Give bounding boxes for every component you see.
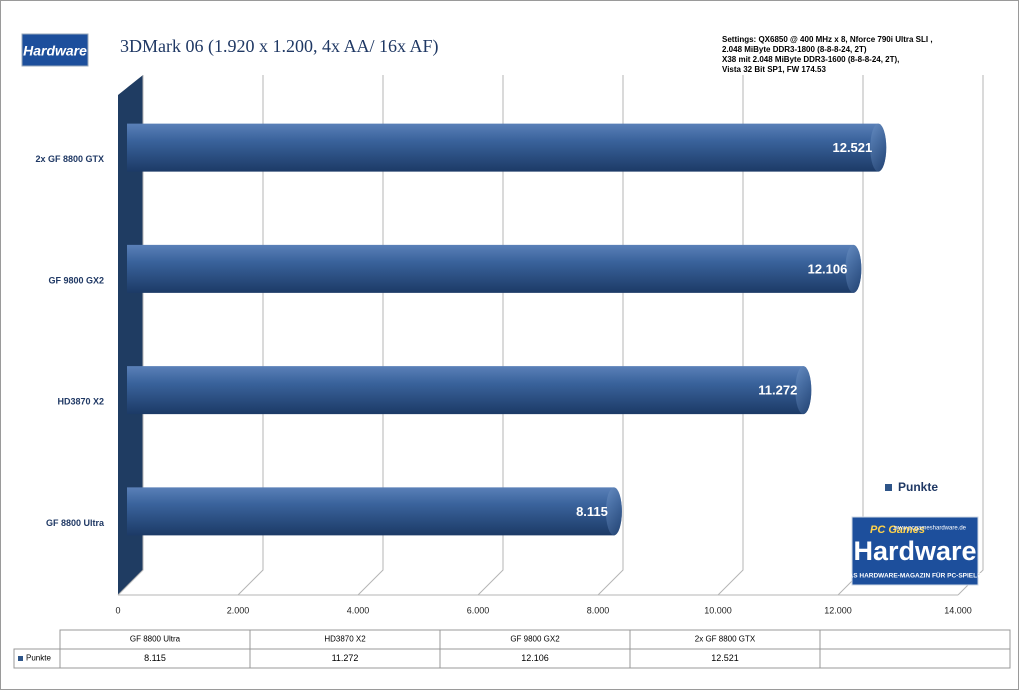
value-label: 12.521 bbox=[832, 140, 872, 155]
x-tick-label: 6.000 bbox=[467, 605, 490, 615]
logo-small bbox=[21, 33, 89, 67]
back-wall bbox=[118, 75, 143, 595]
y-tick-label: 2x GF 8800 GTX bbox=[35, 154, 104, 164]
bar-cap bbox=[795, 366, 812, 415]
logo-brand: PC Games bbox=[870, 524, 925, 536]
table-swatch bbox=[18, 656, 23, 661]
table-header: GF 8800 Ultra bbox=[130, 635, 181, 644]
value-label: 11.272 bbox=[758, 383, 797, 398]
value-label: 12.106 bbox=[808, 261, 848, 276]
table-grid bbox=[13, 648, 1011, 669]
logo-name: Hardware bbox=[853, 536, 976, 566]
bar bbox=[127, 366, 812, 415]
logo-url: www.pcgameshardware.de bbox=[893, 526, 967, 532]
bar bbox=[127, 123, 887, 172]
x-tick-label: 14.000 bbox=[944, 605, 972, 615]
table-header: HD3870 X2 bbox=[324, 635, 366, 644]
legend-swatch bbox=[885, 484, 892, 491]
x-tick-label: 2.000 bbox=[227, 605, 250, 615]
grid-line bbox=[237, 75, 264, 596]
bar bbox=[127, 244, 862, 293]
table-cell: 11.272 bbox=[332, 653, 359, 663]
table-cell: 12.106 bbox=[521, 653, 549, 663]
x-tick-label: 0 bbox=[115, 605, 120, 615]
y-tick-label: HD3870 X2 bbox=[57, 397, 104, 407]
annotation: 2.048 MiByte DDR3-1800 (8-8-8-24, 2T) bbox=[722, 45, 867, 54]
bar bbox=[127, 487, 622, 536]
grid-line bbox=[717, 75, 744, 596]
x-tick-label: 4.000 bbox=[347, 605, 370, 615]
annotation: Vista 32 Bit SP1, FW 174.53 bbox=[722, 65, 826, 74]
y-tick-label: GF 9800 GX2 bbox=[48, 275, 104, 285]
grid-line bbox=[957, 75, 984, 596]
chart-title: 3DMark 06 (1.920 x 1.200, 4x AA/ 16x AF) bbox=[120, 36, 439, 57]
annotation: Settings: QX6850 @ 400 MHz x 8, Nforce 7… bbox=[722, 35, 933, 44]
table-row-label: Punkte bbox=[26, 654, 51, 663]
logo-text: Hardware bbox=[23, 43, 87, 59]
grid-line bbox=[597, 75, 624, 596]
table-header: 2x GF 8800 GTX bbox=[695, 635, 756, 644]
grid-line bbox=[477, 75, 504, 596]
x-tick-label: 8.000 bbox=[587, 605, 610, 615]
table-header: GF 9800 GX2 bbox=[510, 635, 560, 644]
grid-line bbox=[357, 75, 384, 596]
value-label: 8.115 bbox=[576, 504, 608, 519]
table-cell: 8.115 bbox=[144, 653, 166, 663]
x-tick-label: 12.000 bbox=[824, 605, 852, 615]
x-tick-label: 10.000 bbox=[704, 605, 732, 615]
logo-large bbox=[851, 516, 979, 586]
y-tick-label: GF 8800 Ultra bbox=[46, 518, 105, 528]
legend-label: Punkte bbox=[898, 480, 938, 494]
table-cell: 12.521 bbox=[711, 653, 739, 663]
annotation: X38 mit 2.048 MiByte DDR3-1600 (8-8-8-24… bbox=[722, 55, 899, 64]
logo-slogan: DAS HARDWARE-MAGAZIN FÜR PC-SPIELER bbox=[844, 571, 987, 580]
bar-cap bbox=[870, 123, 887, 172]
bar-cap bbox=[605, 487, 622, 536]
grid-line bbox=[117, 75, 144, 596]
bar-cap bbox=[845, 244, 862, 293]
